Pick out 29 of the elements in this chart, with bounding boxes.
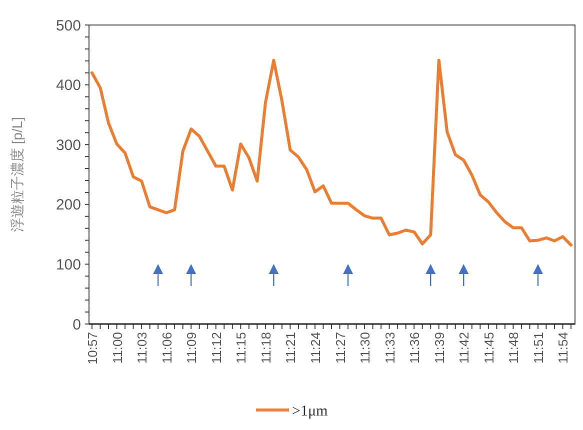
y-tick-label: 100 [56, 256, 81, 274]
y-tick-label: 300 [56, 136, 81, 154]
x-tick-label: 10:57 [85, 332, 100, 365]
x-tick-label: 11:21 [283, 332, 298, 364]
x-tick-label: 11:06 [159, 332, 174, 364]
legend-label: >1μm [292, 403, 328, 420]
x-tick-label: 11:15 [234, 332, 249, 364]
x-tick-label: 11:42 [456, 332, 472, 364]
y-axis-title: 浮遊粒子濃度 [p/L] [9, 116, 25, 232]
x-tick-label: 11:09 [184, 332, 200, 364]
x-tick-label: 11:12 [208, 332, 224, 364]
x-tick-label: 11:51 [530, 332, 546, 364]
y-tick-label: 500 [56, 17, 81, 34]
x-tick-label: 11:33 [382, 332, 398, 364]
x-tick-label: 11:00 [110, 332, 125, 364]
y-tick-label: 400 [56, 77, 81, 94]
x-tick-label: 11:24 [308, 332, 323, 364]
x-tick-label: 11:18 [258, 332, 274, 364]
y-tick-label: 0 [72, 316, 81, 334]
x-tick-label: 11:48 [506, 332, 522, 364]
x-tick-label: 11:54 [556, 332, 571, 364]
x-tick-label: 11:27 [332, 332, 348, 364]
x-tick-label: 11:03 [134, 332, 150, 364]
x-tick-label: 11:39 [432, 332, 447, 364]
x-tick-label: 11:36 [407, 332, 422, 364]
y-tick-label: 200 [56, 196, 81, 214]
line-series [90, 58, 572, 247]
x-tick-label: 11:30 [358, 332, 373, 364]
x-tick-label: 11:45 [481, 332, 496, 364]
